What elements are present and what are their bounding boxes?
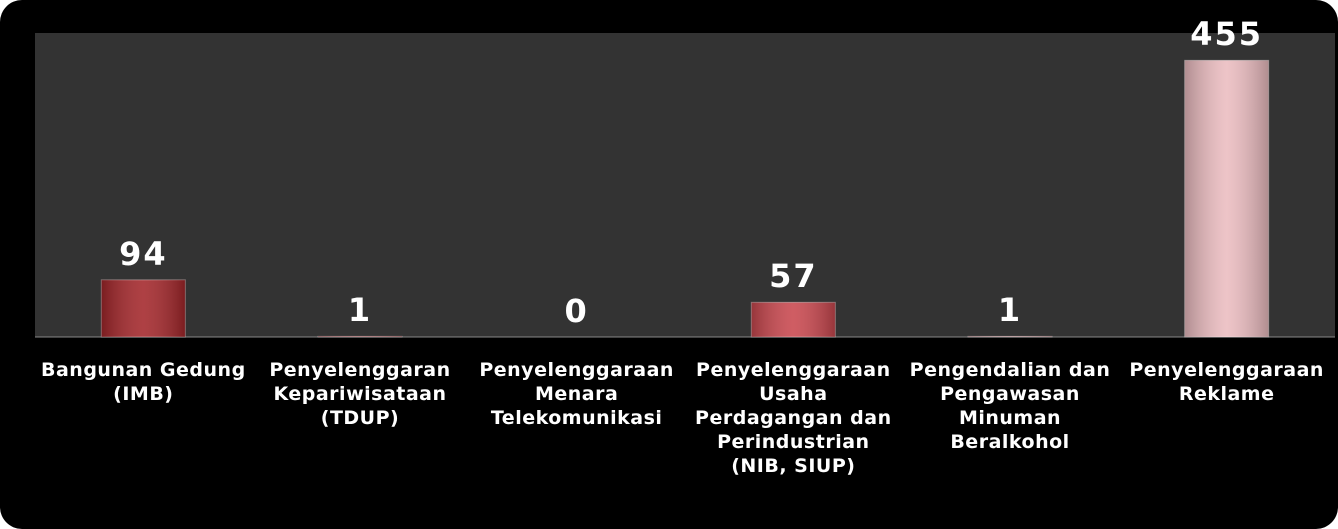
plot-area <box>35 33 1335 337</box>
x-tick-label: Penyelenggaraan Menara Telekomunikasi <box>479 359 674 429</box>
data-label: 94 <box>119 234 168 273</box>
bar-shine <box>751 302 836 337</box>
bar-shine <box>968 336 1052 337</box>
x-tick-label: Pengendalian dan Pengawasan Minuman Bera… <box>909 359 1111 453</box>
x-tick-label: Penyelenggaraan Usaha Perdagangan dan Pe… <box>695 359 892 477</box>
x-tick-label: Penyelenggaraan Reklame <box>1129 359 1324 405</box>
bar-shine <box>318 336 402 337</box>
x-tick-label: Bangunan Gedung (IMB) <box>40 359 246 405</box>
bar-shine <box>101 279 186 337</box>
data-label: 1 <box>347 291 373 330</box>
bar-shine <box>1184 60 1269 338</box>
data-label: 0 <box>564 292 589 330</box>
data-label: 57 <box>769 257 818 296</box>
data-label: 1 <box>997 291 1023 330</box>
data-label: 455 <box>1190 15 1264 54</box>
x-tick-label: Penyelenggaran Kepariwisataan (TDUP) <box>269 359 451 429</box>
